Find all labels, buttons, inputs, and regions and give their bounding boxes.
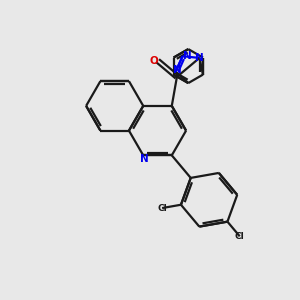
Text: N: N bbox=[140, 154, 149, 164]
Text: N: N bbox=[183, 51, 191, 61]
Text: Cl: Cl bbox=[235, 232, 244, 241]
Text: Cl: Cl bbox=[157, 204, 167, 213]
Text: N: N bbox=[195, 53, 204, 63]
Text: N: N bbox=[173, 65, 182, 75]
Text: O: O bbox=[150, 56, 159, 66]
